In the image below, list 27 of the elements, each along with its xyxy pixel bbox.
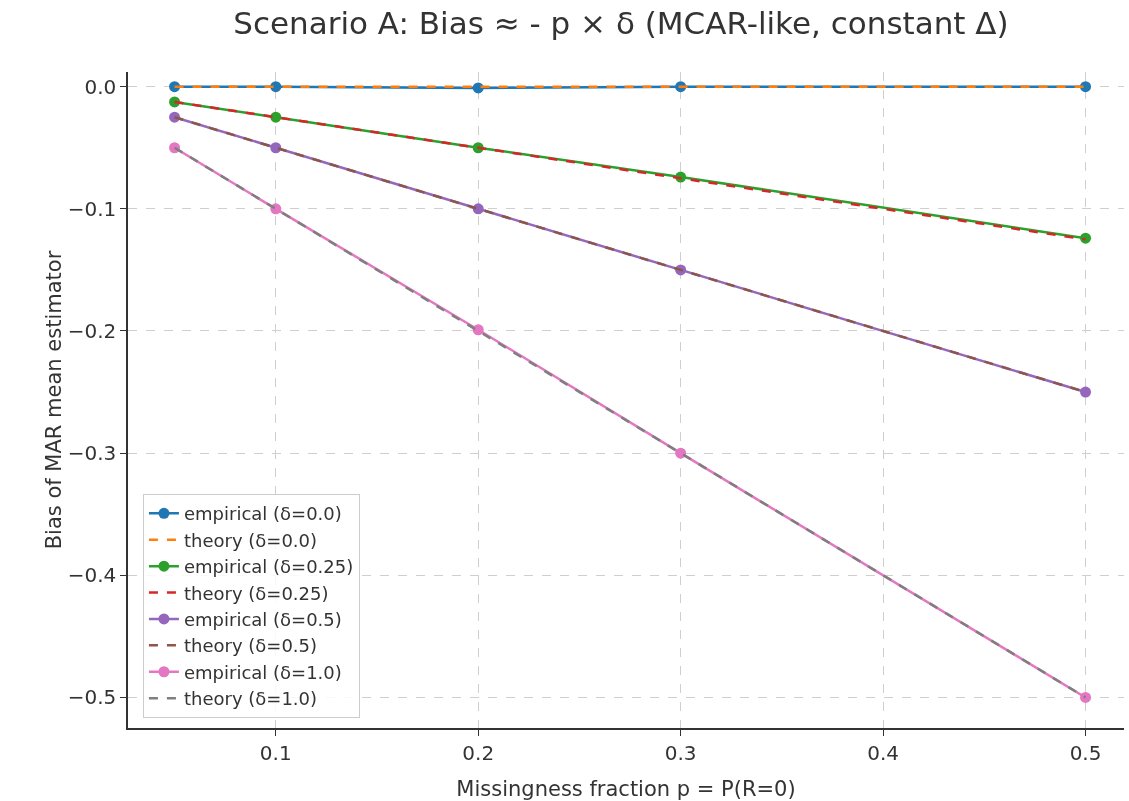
legend-label: theory (δ=0.5) (183, 635, 318, 657)
y-tick-label: −0.4 (67, 563, 117, 588)
y-tick-label: −0.5 (67, 685, 117, 710)
y-axis-title: Bias of MAR mean estimator (41, 250, 66, 550)
y-tick-label: −0.2 (67, 318, 117, 343)
legend-label: empirical (δ=0.5) (183, 608, 342, 630)
x-tick-label: 0.1 (259, 740, 292, 765)
point (675, 447, 687, 459)
point (472, 324, 484, 336)
legend-label: empirical (δ=1.0) (183, 661, 342, 683)
legend-label: theory (δ=0.25) (183, 582, 329, 604)
y-tick-label: 0.0 (84, 74, 117, 99)
chart-title: Scenario A: Bias ≈ - p × δ (MCAR-like, constant Δ) (233, 4, 1009, 41)
legend-label: empirical (δ=0.0) (183, 503, 342, 525)
legend-label: theory (δ=1.0) (183, 688, 318, 710)
x-tick-label: 0.3 (664, 740, 697, 765)
point (270, 142, 282, 154)
x-tick-label: 0.5 (1069, 740, 1102, 765)
point (1080, 386, 1092, 398)
legend-label: theory (δ=0.0) (183, 529, 318, 551)
x-axis-title: Missingness fraction p = P(R=0) (456, 777, 796, 801)
y-tick-label: −0.3 (67, 441, 117, 466)
x-tick-label: 0.2 (462, 740, 495, 765)
legend-label: empirical (δ=0.25) (183, 556, 354, 578)
x-tick-label: 0.4 (867, 740, 900, 765)
y-tick-label: −0.1 (67, 196, 117, 221)
point (1080, 691, 1092, 703)
